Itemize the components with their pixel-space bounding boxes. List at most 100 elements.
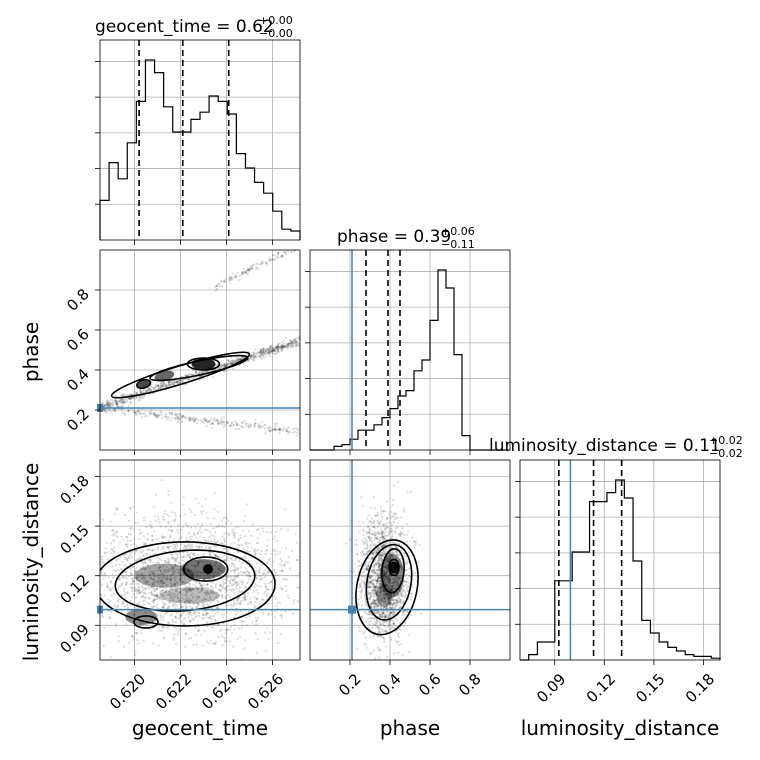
scatter-point [256,541,260,544]
scatter-point [154,414,158,417]
scatter-point [179,605,183,608]
scatter-point [239,590,242,594]
scatter-point [144,567,147,570]
scatter-point [159,570,162,573]
scatter-point [167,605,170,608]
scatter-point [227,363,230,366]
scatter-point [138,579,141,582]
scatter-point [124,556,127,559]
scatter-point [257,528,260,531]
scatter-point [138,557,141,560]
axes-frame-geocent-phase [99,249,301,451]
scatter-point [248,565,251,568]
scatter-point [214,585,217,589]
scatter-point [248,601,251,604]
scatter-point [249,425,252,428]
scatter-point [172,594,176,597]
scatter-point [253,604,257,607]
scatter-point [220,280,223,283]
scatter-point [115,569,118,573]
scatter-point [86,596,88,598]
scatter-point [297,428,300,431]
scatter-point [243,520,246,523]
scatter-point [187,601,190,604]
scatter-point [292,345,295,348]
scatter-point [125,557,129,560]
scatter-point [402,585,406,588]
scatter-point [143,519,146,522]
scatter-point [198,615,201,618]
scatter-point [141,573,144,576]
scatter-point [249,575,252,578]
scatter-point [185,374,189,378]
scatter-point [115,402,118,405]
scatter-point [254,348,257,351]
scatter-point [236,584,239,587]
scatter-point [275,345,278,348]
scatter-point [173,565,176,568]
scatter-point [134,391,138,394]
scatter-point [208,553,212,556]
scatter-point [155,587,159,590]
scatter-point [132,565,135,569]
scatter-point [135,577,138,580]
scatter-point [182,496,185,499]
scatter-point [238,590,241,593]
scatter-point [278,429,281,432]
scatter-point [255,262,258,265]
scatter-point [365,561,368,565]
scatter-point [107,601,111,604]
density-cell-1 [154,370,175,382]
scatter-point [223,370,226,373]
scatter-point [189,637,193,640]
scatter-point [173,585,176,588]
scatter-point [223,420,226,423]
scatter-point [360,593,363,597]
scatter-point [239,610,242,613]
scatter-point [261,349,265,353]
scatter-point [177,561,180,564]
scatter-point [184,588,187,591]
scatter-point [116,401,119,404]
scatter-point [286,561,289,564]
scatter-point [109,520,112,523]
scatter-point [188,600,191,603]
scatter-point [254,616,257,619]
scatter-point [141,586,144,589]
scatter-point [130,551,133,555]
scatter-point [160,548,163,551]
scatter-point [275,347,278,350]
scatter-point [120,398,124,401]
scatter-point [229,569,233,573]
scatter-point [203,418,206,421]
scatter-point [388,606,391,609]
scatter-point [363,611,367,614]
scatter-point [259,533,262,536]
scatter-point [216,421,220,424]
scatter-point [197,629,200,633]
scatter-point [172,539,175,542]
scatter-point [173,380,176,383]
scatter-point [239,537,242,540]
scatter-point [297,337,300,340]
scatter-point [250,354,253,357]
scatter-point [203,603,206,606]
scatter-point [237,358,240,361]
scatter-point [231,362,235,365]
scatter-point [302,557,304,559]
scatter-point [244,541,247,545]
scatter-point [170,584,173,587]
scatter-point [150,526,153,529]
scatter-point [173,626,176,629]
scatter-point [193,514,197,517]
scatter-point [293,247,295,249]
scatter-point [155,597,158,600]
scatter-point [238,602,241,605]
scatter-point [360,579,364,583]
scatter-point [297,344,300,347]
scatter-point [242,273,245,276]
scatter-point [236,568,239,571]
scatter-point [245,271,248,275]
scatter-point [236,600,239,604]
scatter-point [173,545,176,548]
